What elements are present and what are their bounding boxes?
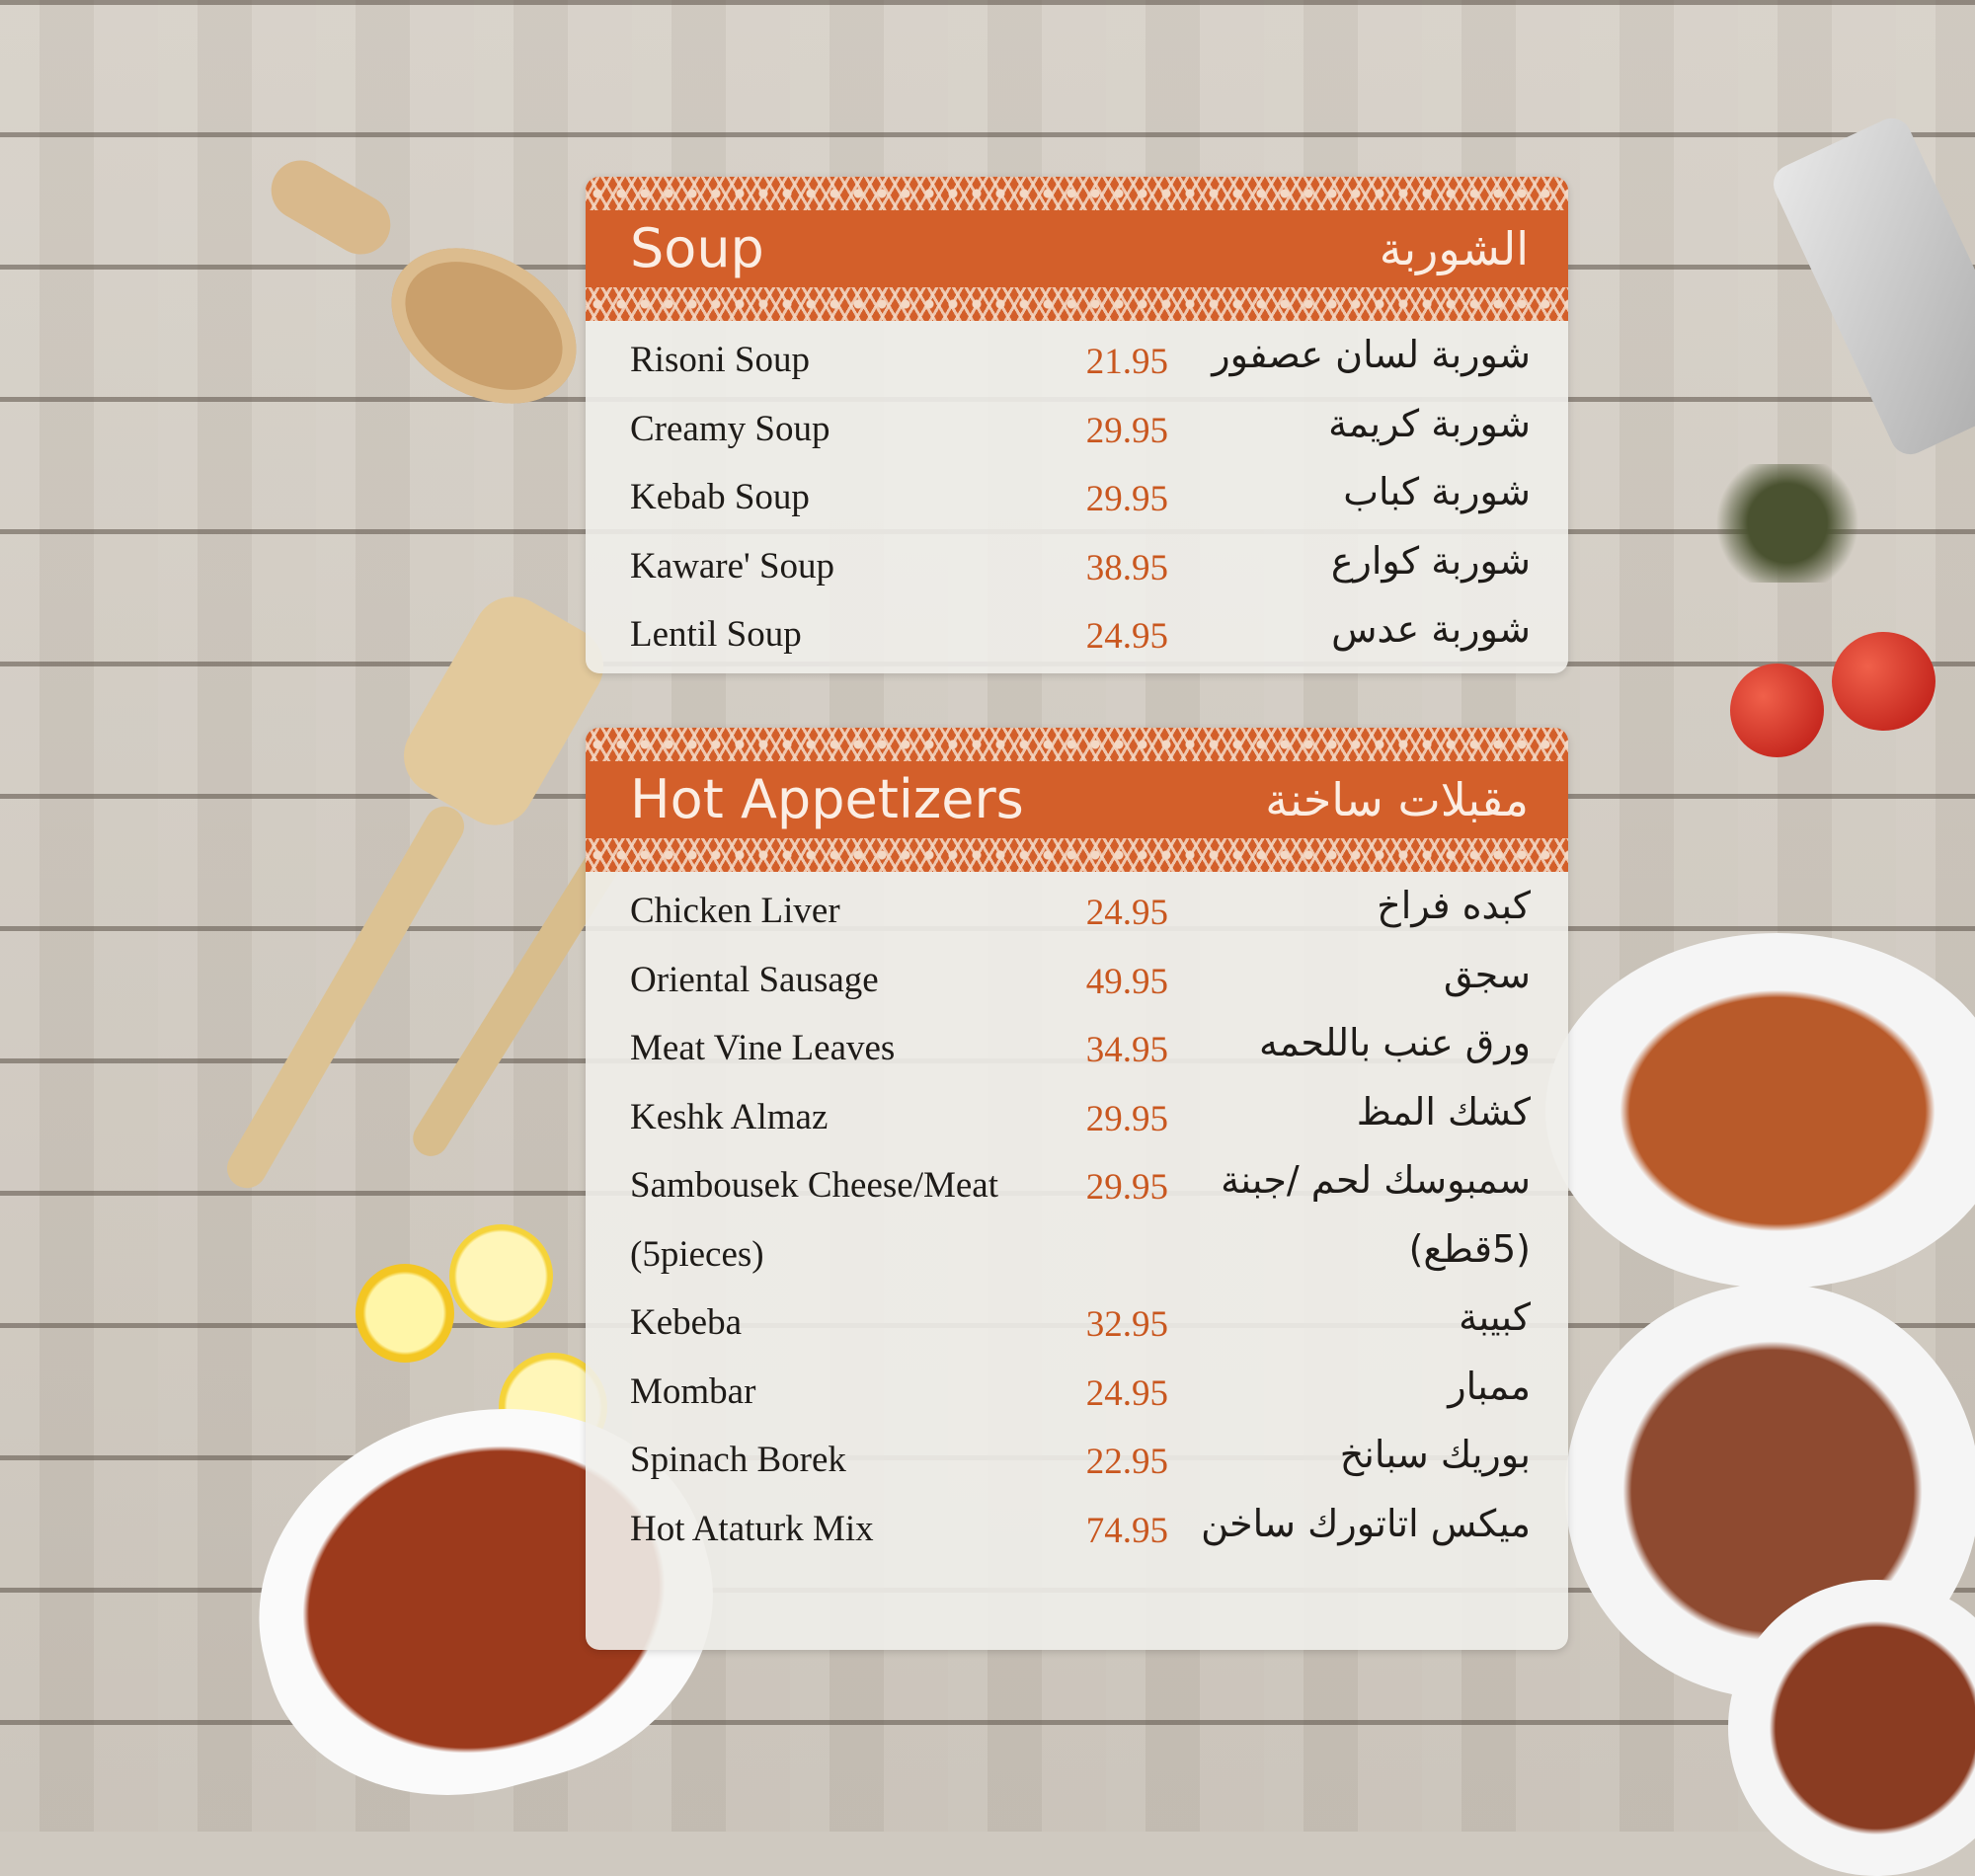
soup-section: Soup الشوربة Risoni Soup 21.95 شوربة لسا… (586, 177, 1568, 673)
menu-item: Mombar 24.95 ممبار (586, 1361, 1568, 1430)
menu-item: Meat Vine Leaves 34.95 ورق عنب باللحمه (586, 1017, 1568, 1086)
item-price: 32.95 (1085, 1304, 1168, 1345)
item-name-arabic: شوربة لسان عصفور (1212, 333, 1531, 376)
tomato-image (1832, 632, 1936, 731)
stew-dish-image (1728, 1580, 1975, 1876)
item-name: Hot Ataturk Mix (630, 1508, 874, 1549)
item-name: Keshk Almaz (630, 1096, 829, 1137)
wooden-spatula-image (188, 582, 657, 1205)
item-name-arabic: بوريك سبانخ (1339, 1433, 1531, 1476)
item-price: 38.95 (1085, 547, 1168, 588)
menu-item: Keshk Almaz 29.95 كشك المظ (586, 1086, 1568, 1155)
hot-appetizers-section: Hot Appetizers مقبلات ساخنة Chicken Live… (586, 728, 1568, 1650)
menu-item: Lentil Soup 24.95 شوربة عدس (586, 603, 1568, 672)
item-name-arabic: (5قطع) (1408, 1226, 1531, 1271)
item-name-arabic: ممبار (1448, 1364, 1531, 1408)
item-name: (5pieces) (630, 1233, 764, 1275)
kebeba-dish-image (1545, 933, 1975, 1289)
section-title: Soup (630, 217, 764, 279)
menu-item: Sambousek Cheese/Meat 29.95 سمبوسك لحم /… (586, 1154, 1568, 1223)
menu-item: (5pieces) (5قطع) (586, 1223, 1568, 1292)
item-price: 24.95 (1085, 893, 1168, 933)
item-name-arabic: شوربة كباب (1343, 470, 1531, 513)
herbs-image (1708, 464, 1866, 583)
menu-item: Risoni Soup 21.95 شوربة لسان عصفور (586, 329, 1568, 398)
item-name: Kebeba (630, 1302, 742, 1343)
item-name: Sambousek Cheese/Meat (630, 1165, 998, 1206)
item-name: Mombar (630, 1370, 756, 1412)
item-name-arabic: كبده فراخ (1377, 884, 1531, 927)
item-name: Creamy Soup (630, 408, 830, 449)
ornament-border (586, 177, 1568, 210)
section-header: Hot Appetizers مقبلات ساخنة (586, 728, 1568, 872)
item-name-arabic: ميكس اتاتورك ساخن (1201, 1501, 1531, 1545)
menu-item: Hot Ataturk Mix 74.95 ميكس اتاتورك ساخن (586, 1498, 1568, 1567)
item-price: 24.95 (1085, 1372, 1168, 1414)
item-price: 21.95 (1085, 342, 1168, 382)
item-name: Spinach Borek (630, 1440, 846, 1480)
item-price: 49.95 (1085, 961, 1168, 1002)
lemon-image (449, 1224, 553, 1328)
section-title: Hot Appetizers (630, 768, 1024, 830)
ornament-border (586, 287, 1568, 321)
item-name: Kaware' Soup (630, 545, 835, 586)
item-price: 29.95 (1085, 479, 1168, 519)
menu-item: Oriental Sausage 49.95 سجق (586, 949, 1568, 1018)
item-price: 29.95 (1085, 1098, 1168, 1139)
ornament-border (586, 728, 1568, 761)
item-price: 29.95 (1085, 1167, 1168, 1208)
menu-item: Kebab Soup 29.95 شوربة كباب (586, 466, 1568, 535)
menu-item: Kaware' Soup 38.95 شوربة كوارع (586, 535, 1568, 604)
section-title-arabic: مقبلات ساخنة (1265, 773, 1529, 826)
ornament-border (586, 838, 1568, 872)
menu-item: Spinach Borek 22.95 بوريك سبانخ (586, 1429, 1568, 1498)
menu-item: Chicken Liver 24.95 كبده فراخ (586, 880, 1568, 949)
item-price: 29.95 (1085, 410, 1168, 451)
item-price: 74.95 (1085, 1510, 1168, 1551)
item-name-arabic: سمبوسك لحم /جبنة (1221, 1158, 1531, 1202)
item-name-arabic: شوربة كريمة (1328, 401, 1531, 445)
item-name: Risoni Soup (630, 340, 810, 380)
item-price: 24.95 (1085, 616, 1168, 657)
item-name: Oriental Sausage (630, 959, 879, 1000)
item-name-arabic: شوربة كوارع (1330, 538, 1531, 583)
item-name: Lentil Soup (630, 614, 802, 655)
item-name-arabic: كبيبة (1459, 1295, 1531, 1339)
wooden-scoop-image (260, 149, 604, 435)
item-name: Meat Vine Leaves (630, 1028, 896, 1068)
item-name-arabic: كشك المظ (1356, 1089, 1531, 1133)
menu-item: Kebeba 32.95 كبيبة (586, 1291, 1568, 1361)
item-name: Kebab Soup (630, 477, 810, 517)
item-name-arabic: سجق (1443, 952, 1531, 996)
item-name: Chicken Liver (630, 891, 840, 931)
item-name-arabic: ورق عنب باللحمه (1259, 1021, 1531, 1064)
lemon-image (356, 1264, 454, 1363)
section-header: Soup الشوربة (586, 177, 1568, 321)
menu-item: Creamy Soup 29.95 شوربة كريمة (586, 398, 1568, 467)
item-name-arabic: شوربة عدس (1331, 607, 1531, 651)
section-title-arabic: الشوربة (1379, 222, 1529, 275)
tomato-image (1730, 664, 1824, 757)
item-price: 34.95 (1085, 1030, 1168, 1070)
item-price: 22.95 (1085, 1442, 1168, 1482)
